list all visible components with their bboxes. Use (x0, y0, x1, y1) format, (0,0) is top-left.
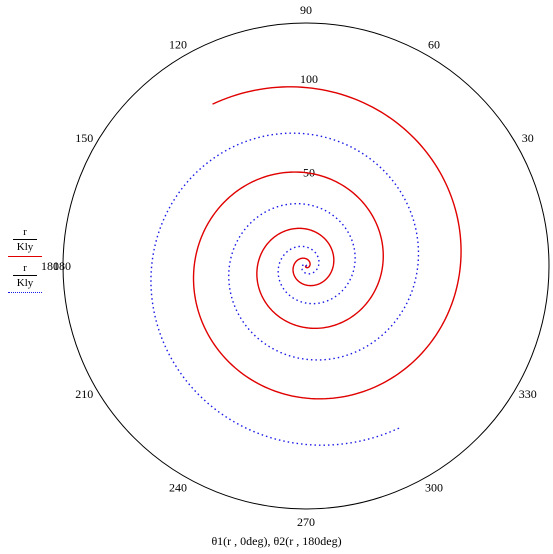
series-1-spiral (192, 86, 462, 400)
angle-tick-labels: 30 60 90 120 150 180 210 240 270 300 330 (41, 3, 537, 529)
angle-tick-label-270: 270 (297, 515, 315, 529)
legend-entry-2-label: r Kly (8, 262, 42, 289)
radial-tick-label-100: 100 (300, 72, 318, 86)
legend-axis-value: 180 (53, 259, 71, 273)
angle-tick-label-210: 210 (75, 387, 93, 401)
angle-tick-label-120: 120 (169, 37, 187, 51)
fraction-bar (13, 275, 37, 276)
angle-tick-label-180: 180 (41, 259, 59, 273)
polar-boundary-circle (62, 22, 550, 510)
legend-entry-2-swatch (8, 292, 42, 293)
legend-entry-1-swatch (8, 256, 42, 257)
angle-tick-label-300: 300 (425, 481, 443, 495)
legend-entry-1-numerator: r (23, 226, 27, 238)
legend-entry-2-numerator: r (23, 262, 27, 274)
legend-entry-2-denominator: Kly (16, 277, 34, 289)
angle-tick-label-60: 60 (428, 37, 440, 51)
legend-entry-1-denominator: Kly (16, 241, 34, 253)
angle-tick-label-330: 330 (519, 387, 537, 401)
series-2-spiral (150, 132, 420, 446)
angle-tick-label-240: 240 (169, 481, 187, 495)
angle-tick-label-150: 150 (75, 131, 93, 145)
angle-tick-label-30: 30 (522, 131, 534, 145)
angle-tick-label-90: 90 (300, 3, 312, 17)
fraction-bar (13, 239, 37, 240)
x-axis-label: θ1(r , 0deg), θ2(r , 180deg) (211, 534, 342, 548)
series-layer (150, 86, 462, 446)
legend-entry-1-label: r Kly (8, 226, 42, 253)
legend: r Kly r Kly (8, 226, 52, 298)
